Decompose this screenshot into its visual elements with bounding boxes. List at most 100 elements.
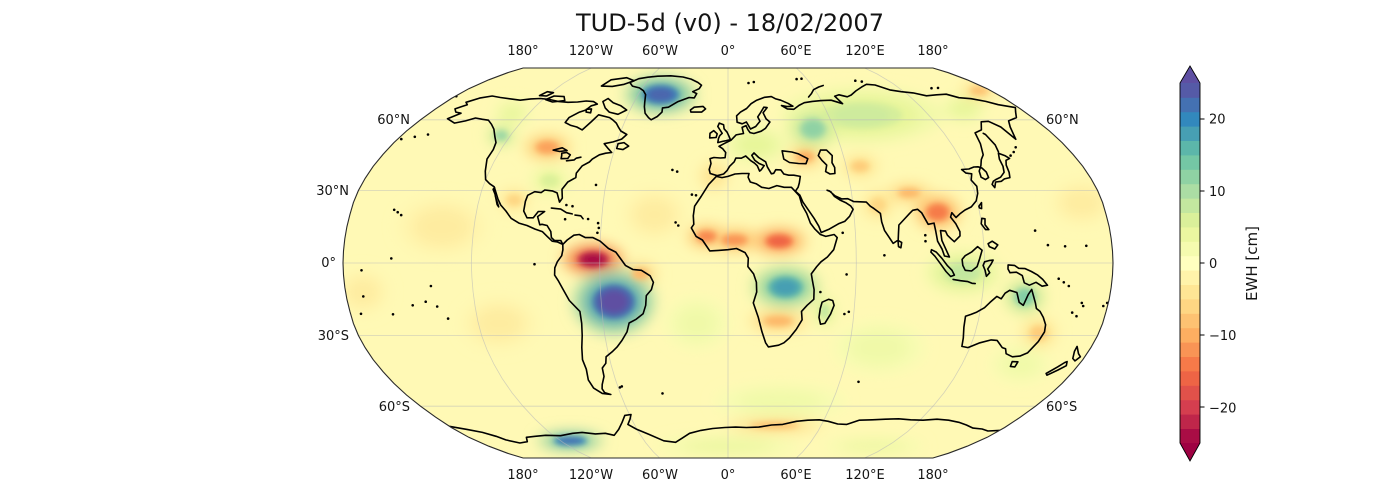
- colorbar-band: [1180, 155, 1200, 170]
- island-dot: [565, 203, 568, 207]
- coastline-path: [492, 186, 500, 208]
- coastline-path: [552, 147, 568, 153]
- colorbar-band: [1180, 428, 1200, 444]
- coastline-path: [987, 240, 999, 250]
- anomaly-blob: [950, 265, 976, 281]
- colorbar-tick-10: 10: [1209, 185, 1226, 200]
- coastline-path: [708, 129, 718, 139]
- lat-label-right-60s: 60°S: [1046, 400, 1077, 415]
- colorbar-band: [1180, 371, 1200, 386]
- anomaly-blob: [736, 390, 824, 413]
- anomaly-blob: [634, 269, 647, 278]
- island-dot: [845, 273, 848, 276]
- colorbar-tick-m20: −20: [1209, 401, 1236, 416]
- island-dot: [674, 221, 677, 224]
- colorbar-tick-m10: −10: [1209, 329, 1236, 344]
- anomaly-blob: [929, 206, 946, 219]
- colorbar-band: [1180, 169, 1200, 185]
- colorbar-band: [1180, 212, 1200, 228]
- coastline-layer: [359, 75, 1109, 444]
- island-dot: [596, 221, 600, 225]
- island-dot: [435, 305, 439, 308]
- coastline-path: [690, 172, 838, 348]
- island-dot: [1075, 314, 1078, 318]
- island-dot: [1067, 284, 1071, 288]
- coastline-path: [961, 288, 1047, 358]
- lon-label-top-180e: 180°: [917, 44, 948, 59]
- coastline-path: [1007, 264, 1049, 287]
- island-dot: [671, 168, 674, 172]
- anomaly-blob: [539, 142, 556, 152]
- colorbar-band: [1180, 299, 1200, 314]
- island-dot: [429, 284, 433, 288]
- lon-label-top-60e: 60°E: [780, 44, 811, 59]
- colorbar-band: [1180, 227, 1200, 242]
- ewh-cores: [493, 85, 1048, 446]
- colorbar-band: [1180, 313, 1200, 329]
- island-dot: [620, 385, 624, 388]
- colorbar-band: [1180, 255, 1200, 271]
- colorbar-axis-label: EWH [cm]: [1243, 226, 1261, 301]
- anomaly-blob: [901, 189, 918, 197]
- colorbar-band: [1180, 342, 1200, 357]
- anomaly-blob: [599, 290, 628, 314]
- gridline-meridian: [470, 68, 592, 458]
- island-dot: [747, 81, 750, 85]
- island-dot: [413, 135, 417, 139]
- colorbar-arrow-up: [1180, 66, 1200, 83]
- coastline-path: [449, 413, 1001, 444]
- island-dot: [854, 79, 857, 82]
- island-dot: [677, 224, 680, 227]
- colorbar-band: [1180, 241, 1200, 257]
- island-dot: [860, 80, 864, 83]
- colorbar-arrow-down: [1180, 443, 1200, 461]
- coastline-path: [560, 151, 572, 160]
- coastline-path: [818, 298, 835, 325]
- lon-label-bottom-0: 0°: [721, 468, 736, 483]
- plot-title: TUD-5d (v0) - 18/02/2007: [575, 9, 884, 37]
- colorbar-band: [1180, 198, 1200, 213]
- lon-label-top-180w: 180°: [507, 44, 538, 59]
- coastline-path: [689, 105, 707, 113]
- island-dot: [362, 295, 365, 298]
- island-dot: [400, 137, 403, 141]
- island-dot: [1057, 277, 1060, 281]
- coastline-path: [980, 217, 990, 231]
- island-dot: [1012, 150, 1015, 154]
- coastline-path: [978, 201, 983, 210]
- anomaly-blob: [345, 277, 380, 307]
- coastline-path: [817, 149, 836, 175]
- island-dot: [1102, 304, 1105, 308]
- lon-label-bottom-60w: 60°W: [642, 468, 678, 483]
- colorbar-tick-20: 20: [1209, 113, 1226, 128]
- coastline-path: [897, 239, 903, 249]
- island-dot: [1033, 229, 1037, 232]
- island-dot: [694, 194, 698, 197]
- anomaly-blob: [767, 317, 789, 325]
- island-dot: [1046, 243, 1050, 247]
- anomaly-blob: [769, 236, 789, 246]
- coastline-path: [629, 75, 703, 121]
- island-dot: [1014, 146, 1017, 149]
- island-dot: [446, 317, 450, 320]
- island-dot: [857, 380, 860, 384]
- anomaly-blob: [582, 254, 604, 265]
- colorbar-outline: [1179, 65, 1201, 462]
- anomaly-blob: [872, 199, 884, 211]
- colorbar: [1179, 65, 1205, 462]
- map: [342, 67, 1114, 459]
- colorbar-band: [1180, 140, 1200, 156]
- island-dot: [360, 269, 363, 272]
- anomaly-blob: [972, 87, 986, 94]
- island-dot: [1062, 281, 1066, 284]
- gridline-meridian: [599, 68, 660, 458]
- anomaly-blob: [725, 236, 744, 244]
- island-dot: [924, 239, 927, 243]
- lat-label-right-60n: 60°N: [1046, 113, 1079, 128]
- island-dot: [586, 217, 590, 221]
- anomaly-blob: [558, 437, 582, 444]
- colorbar-band: [1180, 97, 1200, 113]
- anomaly-blob: [412, 207, 472, 246]
- anomaly-blob: [853, 162, 867, 171]
